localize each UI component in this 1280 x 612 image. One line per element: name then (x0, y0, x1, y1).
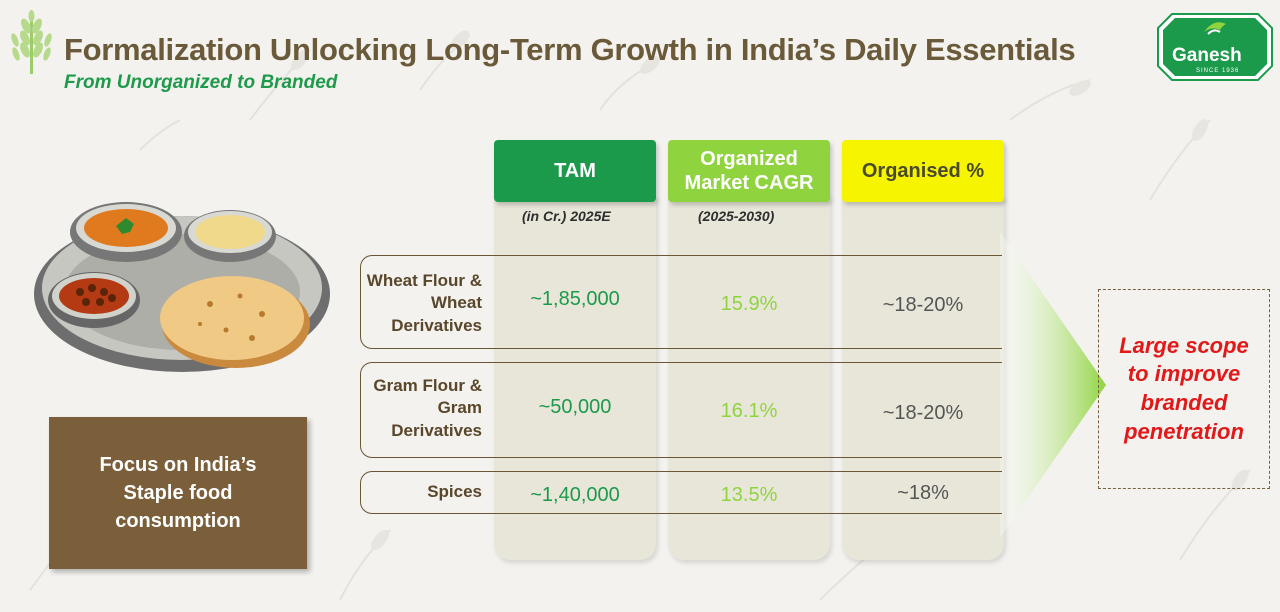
column-header-cagr: Organized Market CAGR (668, 140, 830, 202)
cell-cagr-spices: 13.5% (720, 484, 778, 506)
focus-box: Focus on India’s Staple food consumption (49, 417, 307, 569)
cell-organised-wheat: ~18-20% (882, 294, 964, 316)
column-header-organised: Organised % (842, 140, 1004, 202)
page-subtitle: From Unorganized to Branded (64, 72, 338, 93)
cell-cagr-wheat: 15.9% (720, 293, 778, 315)
logo-tagline: SINCE 1936 (1196, 68, 1240, 74)
column-note-tam: (in Cr.) 2025E (522, 208, 611, 224)
ganesh-logo (1157, 13, 1273, 81)
page-title: Formalization Unlocking Long-Term Growth… (64, 32, 1076, 67)
cell-tam-wheat: ~1,85,000 (530, 288, 620, 310)
column-background-organised (842, 196, 1004, 560)
cell-tam-spices: ~1,40,000 (530, 484, 620, 506)
row-label-gram: Gram Flour & Gram Derivatives (373, 376, 482, 440)
food-plate-illustration (34, 202, 330, 372)
table-row-frame (360, 471, 1002, 514)
wheat-icon (11, 10, 52, 74)
cell-organised-gram: ~18-20% (882, 402, 964, 424)
column-background-tam (494, 196, 656, 560)
cell-organised-spices: ~18% (897, 482, 949, 504)
cell-cagr-gram: 16.1% (720, 400, 778, 422)
column-header-cagr-label: Organized Market CAGR (684, 148, 814, 194)
column-background-cagr (668, 196, 830, 560)
cell-tam-gram: ~50,000 (538, 396, 612, 418)
scope-callout: Large scope to improve branded penetrati… (1098, 289, 1270, 489)
right-arrow-icon (1000, 232, 1106, 538)
column-header-tam: TAM (494, 140, 656, 202)
row-label-wheat: Wheat Flour & Wheat Derivatives (366, 271, 482, 335)
column-note-cagr: (2025-2030) (698, 208, 775, 224)
logo-brand: Ganesh (1172, 45, 1242, 66)
row-label-spices: Spices (427, 482, 482, 501)
table-row-frame (360, 255, 1002, 349)
table-row-frame (360, 362, 1002, 458)
